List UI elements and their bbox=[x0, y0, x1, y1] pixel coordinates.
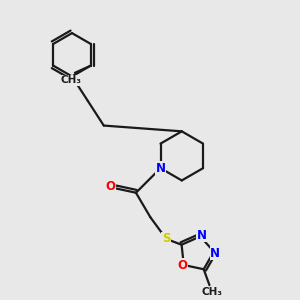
Text: S: S bbox=[162, 232, 170, 245]
Text: N: N bbox=[197, 229, 207, 242]
Text: O: O bbox=[177, 259, 187, 272]
Text: O: O bbox=[105, 181, 115, 194]
Text: CH₃: CH₃ bbox=[60, 75, 81, 85]
Text: N: N bbox=[210, 247, 220, 260]
Text: CH₃: CH₃ bbox=[202, 287, 223, 297]
Text: N: N bbox=[155, 162, 166, 175]
